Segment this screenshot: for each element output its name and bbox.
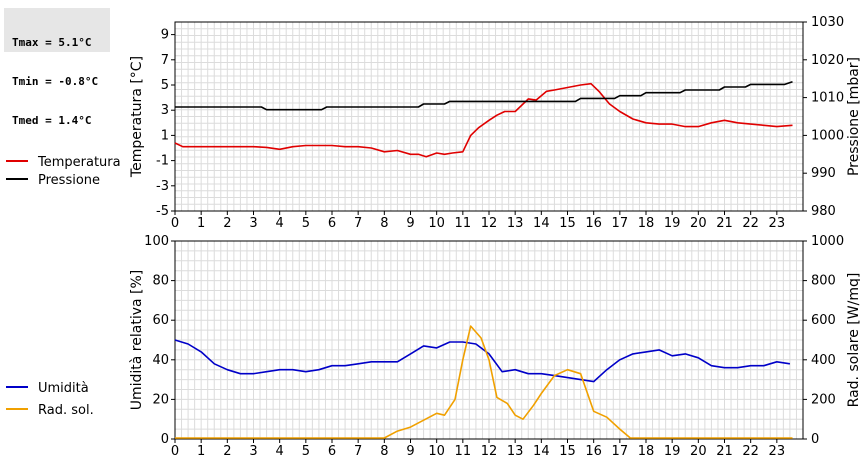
panel-bottom-x-tick-label: 16 (585, 444, 602, 459)
panel-top-x-tick-label: 3 (249, 216, 257, 231)
stat-tmin-value: -0.8°C (58, 75, 99, 88)
panel-bottom-x-tick-label: 14 (533, 444, 550, 459)
panel-bottom-y-tick-label: 20 (152, 392, 169, 407)
panel-top-legend-label-temperatura: Temperatura (37, 155, 121, 170)
panel-bottom-x-tick-label: 19 (664, 444, 681, 459)
panel-bottom-x-tick-label: 9 (406, 444, 414, 459)
panel-top-x-tick-label: 20 (690, 216, 707, 231)
panel-top-y-tick-label: -1 (156, 154, 169, 169)
panel-top-x-tick-label: 14 (533, 216, 550, 231)
panel-top-y2-tick-label: 1000 (811, 128, 844, 143)
panel-bottom-y2-tick-label: 0 (811, 432, 819, 447)
panel-top-series-temperatura-line (174, 82, 793, 158)
panel-top-x-tick-label: 6 (328, 216, 336, 231)
panel-bottom-legend-label-umidit: Umidità (38, 381, 89, 396)
panel-top-x-tick-label: 4 (276, 216, 284, 231)
panel-top-x-tick-label: 1 (197, 216, 205, 231)
panel-bottom-y2-tick-label: 1000 (811, 234, 844, 249)
panel-bottom-y2-tick-label: 400 (811, 353, 836, 368)
panel-bottom-x-tick-label: 8 (380, 444, 388, 459)
panel-top-x-tick-label: 13 (507, 216, 524, 231)
panel-top-x-tick-label: 22 (742, 216, 759, 231)
panel-top-y-tick-label: 3 (161, 103, 169, 118)
panel-bottom-x-tick-label: 18 (638, 444, 655, 459)
panel-top-series-pressione-line (175, 80, 793, 111)
panel-top-y2label: Pressione [mbar] (846, 57, 860, 176)
panel-bottom-x-tick-label: 0 (171, 444, 179, 459)
panel-top-x-tick-label: 11 (455, 216, 472, 231)
panel-top-y2-tick-label: 990 (811, 166, 836, 181)
panel-top-y2-tick-label: 980 (811, 204, 836, 219)
panel-bottom-x-tick-label: 1 (197, 444, 205, 459)
panel-top-x-tick-label: 16 (585, 216, 602, 231)
panel-top-x-tick-label: 5 (302, 216, 310, 231)
panel-bottom-x-tick-label: 2 (223, 444, 231, 459)
panel-bottom-y2-tick-label: 800 (811, 274, 836, 289)
panel-bottom-y2-tick-label: 200 (811, 392, 836, 407)
panel-bottom-ylabel: Umidità relativa [%] (129, 270, 145, 411)
panel-bottom-x-tick-label: 3 (249, 444, 257, 459)
panel-bottom-y-tick-label: 40 (152, 353, 169, 368)
panel-top-x-tick-label: 2 (223, 216, 231, 231)
panel-bottom-x-tick-label: 20 (690, 444, 707, 459)
stats-box: Tmax = 5.1°C Tmin = -0.8°C Tmed = 1.4°C (4, 8, 110, 127)
panel-bottom-x-tick-label: 13 (507, 444, 524, 459)
stat-tmed-value: 1.4°C (58, 114, 92, 127)
panel-bottom-y-tick-label: 100 (144, 234, 169, 249)
stat-tmax-value: 5.1°C (58, 36, 92, 49)
panel-bottom-y-tick-label: 80 (152, 274, 169, 289)
panel-bottom-x-tick-label: 7 (354, 444, 362, 459)
stat-tmin-label: Tmin (12, 75, 39, 88)
panel-top-x-tick-label: 23 (769, 216, 786, 231)
panel-bottom-x-tick-label: 23 (769, 444, 786, 459)
stat-tmin: Tmin = -0.8°C (12, 75, 99, 88)
panel-bottom-y2label: Rad. solare [W/mq] (846, 273, 860, 408)
panel-top-y-tick-label: -3 (156, 179, 169, 194)
panel-top-y-tick-label: 9 (161, 28, 169, 43)
panel-bottom-x-tick-label: 21 (716, 444, 733, 459)
panel-bottom-legend-label-rad-sol: Rad. sol. (38, 403, 94, 418)
panel-top-x-tick-label: 12 (481, 216, 498, 231)
panel-top-x-tick-label: 19 (664, 216, 681, 231)
panel-top-x-tick-label: 0 (171, 216, 179, 231)
stat-tmax-label: Tmax (12, 36, 39, 49)
panel-bottom-x-tick-label: 6 (328, 444, 336, 459)
panel-bottom-x-tick-label: 11 (455, 444, 472, 459)
panel-top-x-tick-label: 21 (716, 216, 733, 231)
panel-top-y2-tick-label: 1020 (811, 53, 844, 68)
panel-bottom-x-tick-label: 10 (428, 444, 445, 459)
panel-top-x-tick-label: 8 (380, 216, 388, 231)
panel-top-y-tick-label: 7 (161, 53, 169, 68)
panel-top-x-tick-label: 17 (612, 216, 629, 231)
panel-bottom-x-tick-label: 17 (612, 444, 629, 459)
panel-top-x-tick-label: 9 (406, 216, 414, 231)
stat-tmed: Tmed = 1.4°C (12, 114, 92, 127)
panel-top-y-tick-label: -5 (156, 204, 169, 219)
panel-bottom-x-tick-label: 5 (302, 444, 310, 459)
panel-bottom-y-tick-label: 60 (152, 313, 169, 328)
panel-top-x-tick-label: 18 (638, 216, 655, 231)
panel-top-y-tick-label: 1 (161, 128, 169, 143)
panel-top-y2-tick-label: 1030 (811, 15, 844, 30)
panel-top-legend-label-pressione: Pressione (38, 173, 100, 188)
panel-bottom-y2-tick-label: 600 (811, 313, 836, 328)
stat-tmed-label: Tmed (12, 114, 39, 127)
panel-top-x-tick-label: 7 (354, 216, 362, 231)
panel-bottom-x-tick-label: 12 (481, 444, 498, 459)
stat-tmax: Tmax = 5.1°C (12, 36, 92, 49)
panel-top-x-tick-label: 15 (559, 216, 576, 231)
panel-bottom-series-umidit-line (174, 339, 791, 383)
panel-top-ylabel: Temperatura [°C] (129, 56, 145, 178)
panel-bottom-x-tick-label: 15 (559, 444, 576, 459)
panel-top-y2-tick-label: 1010 (811, 91, 844, 106)
panel-top-x-tick-label: 10 (428, 216, 445, 231)
panel-top-y-tick-label: 5 (161, 78, 169, 93)
panel-bottom-x-tick-label: 4 (276, 444, 284, 459)
panel-bottom-x-tick-label: 22 (742, 444, 759, 459)
panel-bottom-series-rad-sol-line (175, 325, 793, 439)
panel-bottom-y-tick-label: 0 (161, 432, 169, 447)
